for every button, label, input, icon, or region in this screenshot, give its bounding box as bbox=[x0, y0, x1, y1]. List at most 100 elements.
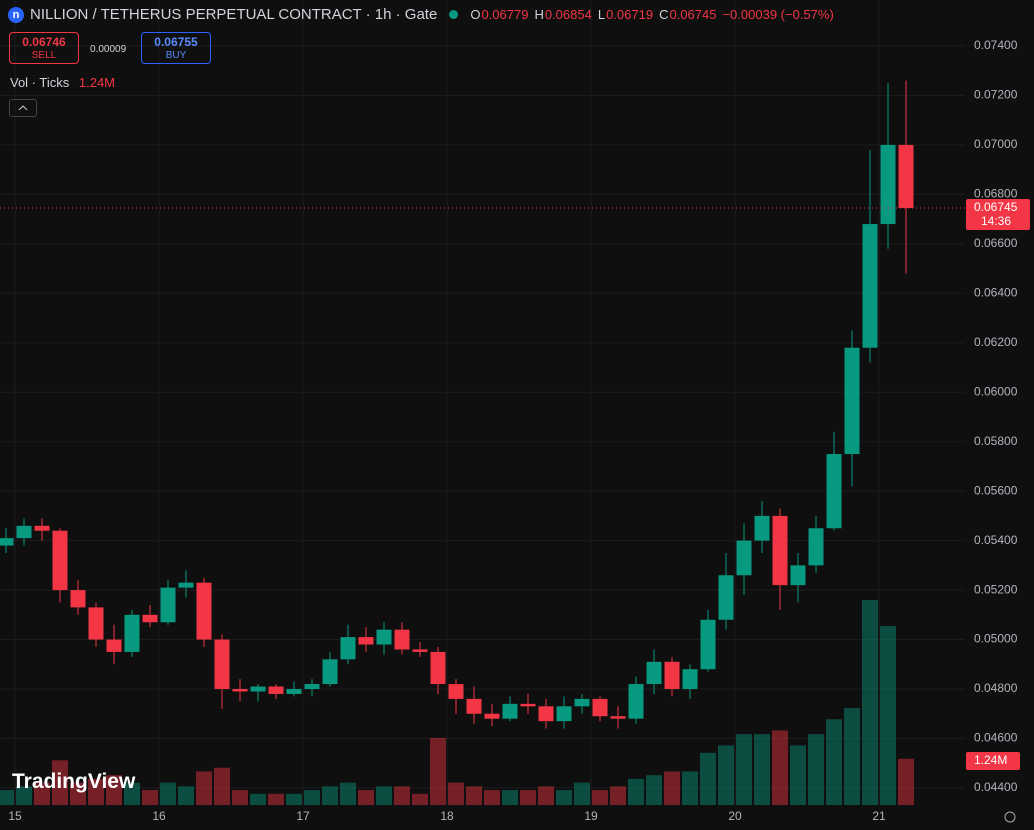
stat-label: O bbox=[470, 7, 481, 22]
candle-body bbox=[502, 703, 518, 719]
volume-bar bbox=[160, 782, 177, 805]
volume-bar bbox=[664, 771, 681, 805]
stat-label: C bbox=[659, 7, 669, 22]
volume-bar bbox=[538, 786, 555, 805]
candle-body bbox=[16, 525, 32, 539]
candle-body bbox=[250, 686, 266, 692]
volume-legend-value: 1.24M bbox=[78, 75, 116, 90]
volume-bar bbox=[394, 786, 411, 805]
volume-bar bbox=[178, 786, 195, 805]
candle-body bbox=[484, 713, 500, 719]
buy-price: 0.06755 bbox=[154, 35, 198, 49]
candle-body bbox=[358, 637, 374, 645]
candle-body bbox=[268, 686, 284, 694]
candle-body bbox=[304, 684, 320, 690]
y-tick-label: 0.05200 bbox=[974, 582, 1018, 596]
sell-button[interactable]: 0.06746 SELL bbox=[9, 32, 79, 64]
candle-body bbox=[0, 538, 14, 546]
volume-label-box bbox=[966, 752, 1020, 770]
candle-body bbox=[610, 716, 626, 719]
candle-body bbox=[574, 698, 590, 707]
candle-body bbox=[106, 639, 122, 652]
candle-body bbox=[862, 224, 878, 348]
spread: 0.00009 bbox=[90, 44, 127, 55]
y-tick-label: 0.04600 bbox=[974, 731, 1018, 745]
header: n NILLION / TETHERUS PERPETUAL CONTRACT … bbox=[8, 6, 834, 23]
candle-body bbox=[772, 515, 788, 586]
candle-body bbox=[808, 528, 824, 566]
volume-legend: Vol · Ticks 1.24M bbox=[10, 75, 115, 90]
candle-body bbox=[844, 347, 860, 455]
symbol-icon: n bbox=[8, 6, 24, 23]
y-tick-label: 0.06400 bbox=[974, 285, 1018, 299]
ohlc-stat: C0.06745 bbox=[659, 7, 716, 22]
volume-bar bbox=[286, 793, 303, 805]
y-tick-label: 0.04800 bbox=[974, 681, 1018, 695]
collapse-icon bbox=[18, 105, 28, 111]
volume-bar bbox=[826, 719, 843, 805]
candle-body bbox=[898, 144, 914, 208]
volume-bar bbox=[412, 793, 429, 805]
volume-bar bbox=[484, 790, 501, 805]
candle-body bbox=[160, 587, 176, 623]
volume-bar bbox=[682, 771, 699, 805]
volume-bar bbox=[466, 786, 483, 805]
volume-bar bbox=[700, 752, 717, 805]
volume-bar bbox=[448, 782, 465, 805]
candle-body bbox=[214, 639, 230, 690]
volume-bar bbox=[70, 782, 87, 805]
candle-body bbox=[826, 454, 842, 529]
volume-bar bbox=[718, 745, 735, 805]
x-tick-label: 18 bbox=[440, 809, 454, 823]
candle-body bbox=[88, 607, 104, 640]
candle-body bbox=[754, 515, 770, 541]
stat-label: L bbox=[597, 7, 606, 22]
volume-bar bbox=[430, 737, 447, 805]
x-tick-label: 21 bbox=[872, 809, 886, 823]
branding: TradingView bbox=[12, 770, 136, 793]
volume-bar bbox=[304, 790, 321, 805]
candle-body bbox=[196, 582, 212, 640]
candle-body bbox=[412, 649, 428, 652]
candle-body bbox=[556, 706, 572, 722]
volume-label: 1.24M bbox=[974, 753, 1007, 767]
volume-bar bbox=[268, 793, 285, 805]
volume-bar bbox=[214, 767, 231, 805]
volume-bar bbox=[862, 600, 879, 805]
x-tick-label: 19 bbox=[584, 809, 598, 823]
candle-body bbox=[322, 659, 338, 685]
stat-value: 0.06854 bbox=[544, 7, 592, 22]
price-label: 0.06745 bbox=[974, 200, 1018, 214]
volume-legend-label: Vol · Ticks bbox=[10, 75, 70, 90]
ohlc-stat: L0.06719 bbox=[598, 7, 653, 22]
candle-body bbox=[286, 689, 302, 694]
y-tick-label: 0.05000 bbox=[974, 632, 1018, 646]
volume-bar bbox=[340, 782, 357, 805]
buy-button[interactable]: 0.06755 BUY bbox=[141, 32, 211, 64]
y-tick-label: 0.05600 bbox=[974, 483, 1018, 497]
y-tick-label: 0.05800 bbox=[974, 434, 1018, 448]
candle-body bbox=[646, 661, 662, 685]
y-tick-label: 0.07000 bbox=[974, 137, 1018, 151]
candle-body bbox=[448, 684, 464, 699]
candle-body bbox=[124, 614, 140, 652]
volume-bar bbox=[34, 782, 51, 805]
sell-price: 0.06746 bbox=[22, 35, 66, 49]
volume-bar bbox=[520, 790, 537, 805]
candle-body bbox=[430, 651, 446, 685]
volume-bar bbox=[322, 786, 339, 805]
buy-label: BUY bbox=[165, 50, 187, 61]
candle-body bbox=[700, 619, 716, 670]
volume-bar bbox=[610, 786, 627, 805]
x-tick-label: 20 bbox=[728, 809, 742, 823]
ohlc: O0.06779 H0.06854 L0.06719 C0.06745 bbox=[470, 7, 716, 22]
collapse-button[interactable] bbox=[9, 99, 37, 117]
candle-body bbox=[880, 144, 896, 225]
x-tick-label: 17 bbox=[296, 809, 310, 823]
volume-bar bbox=[196, 771, 213, 805]
y-tick-label: 0.07400 bbox=[974, 38, 1018, 52]
y-tick-label: 0.06000 bbox=[974, 384, 1018, 398]
candle-body bbox=[178, 582, 194, 588]
volume-bar bbox=[592, 790, 609, 805]
